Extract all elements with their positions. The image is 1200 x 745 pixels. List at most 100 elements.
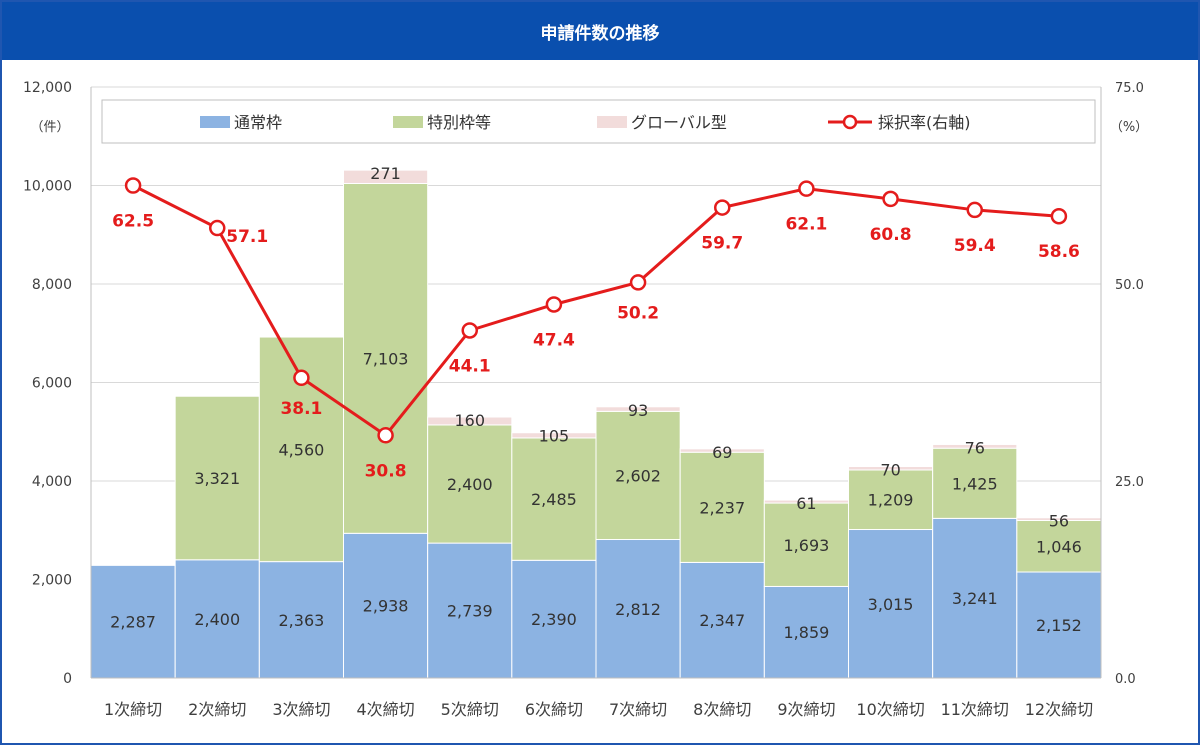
- bar-segment: [511, 437, 597, 561]
- rate-point: [377, 427, 394, 444]
- x-tick-label: 9次締切: [777, 700, 835, 719]
- bar-segment: [90, 564, 176, 679]
- rate-point: [714, 199, 731, 216]
- bar-data-label: 2,739: [447, 602, 493, 621]
- bar-data-label: 2,400: [447, 475, 493, 494]
- bar-data-label: 1,209: [868, 491, 914, 510]
- x-tick-label: 7次締切: [609, 700, 667, 719]
- bar-segment: [343, 532, 429, 679]
- bar-data-label: 2,363: [279, 611, 325, 630]
- x-tick-label: 6次締切: [525, 700, 583, 719]
- rate-point: [966, 201, 983, 219]
- x-tick-label: 8次締切: [693, 700, 751, 719]
- rate-data-label: 62.1: [785, 215, 827, 235]
- rate-data-label: 59.7: [701, 234, 743, 254]
- bar-segment: [258, 561, 345, 679]
- bar-data-label: 2,812: [615, 600, 661, 619]
- y-right-tick-label: 0.0: [1115, 672, 1136, 687]
- rate-point: [209, 219, 226, 237]
- y-left-tick-label: 4,000: [32, 474, 72, 490]
- bar-data-label: 2,602: [615, 466, 661, 485]
- y-left-tick-label: 10,000: [23, 179, 72, 195]
- bar-data-label: 160: [454, 411, 485, 430]
- bar-segment: [763, 502, 849, 587]
- rate-point: [545, 296, 563, 313]
- bar-segment: [1016, 571, 1102, 679]
- rate-point: [629, 274, 647, 291]
- y-left-unit: （件）: [30, 120, 69, 135]
- y-right-unit: （%）: [1110, 120, 1148, 135]
- x-tick-label: 1次締切: [104, 700, 162, 719]
- rate-point: [293, 369, 310, 387]
- x-tick-label: 2次締切: [188, 700, 246, 719]
- bar-data-label: 70: [880, 461, 900, 480]
- bar-segment: [427, 542, 513, 679]
- bar-data-label: 1,693: [784, 536, 830, 555]
- bar-data-label: 2,485: [531, 490, 577, 509]
- y-left-tick-label: 6,000: [32, 376, 72, 392]
- bar-data-label: 69: [712, 443, 732, 462]
- bar-data-label: 1,425: [952, 474, 998, 493]
- bar-segment: [595, 406, 681, 412]
- bar-segment: [595, 539, 681, 679]
- rate-data-label: 38.1: [280, 399, 322, 419]
- x-tick-label: 5次締切: [441, 700, 499, 719]
- bar-data-label: 1,046: [1036, 537, 1082, 556]
- rate-data-label: 50.2: [617, 303, 659, 323]
- bar-data-label: 7,103: [363, 349, 409, 368]
- rate-data-label: 44.1: [449, 356, 491, 376]
- y-left-tick-label: 8,000: [32, 277, 72, 293]
- bar-data-label: 61: [796, 494, 816, 513]
- bar-data-label: 271: [370, 164, 401, 183]
- bar-data-label: 105: [539, 427, 570, 446]
- bar-segment: [427, 416, 513, 426]
- bar-segment: [343, 169, 429, 184]
- bar-segment: [932, 517, 1018, 679]
- rate-data-label: 30.8: [365, 461, 407, 481]
- bar-segment: [679, 448, 765, 453]
- bar-data-label: 3,015: [868, 595, 914, 614]
- y-left-tick-label: 12,000: [23, 80, 72, 96]
- rate-point: [461, 322, 478, 339]
- chart-title: 申請件数の推移: [2, 2, 1198, 60]
- legend-swatch: [597, 116, 627, 128]
- bar-data-label: 2,390: [531, 610, 577, 629]
- bar-data-label: 2,287: [110, 613, 156, 632]
- legend-label: 通常枠: [234, 113, 282, 132]
- legend-label: 特別枠等: [427, 113, 491, 132]
- legend-swatch: [200, 116, 230, 128]
- x-tick-label: 12次締切: [1025, 700, 1093, 719]
- bar-data-label: 2,152: [1036, 616, 1082, 635]
- x-tick-label: 3次締切: [272, 700, 330, 719]
- y-right-tick-label: 25.0: [1115, 475, 1144, 490]
- legend-label: 採択率(右軸): [878, 113, 971, 132]
- rate-point: [798, 180, 815, 197]
- y-left-tick-label: 2,000: [32, 573, 72, 589]
- bar-data-label: 3,321: [194, 469, 240, 488]
- bar-data-label: 2,400: [194, 610, 240, 629]
- legend-label: グローバル型: [631, 113, 727, 132]
- bar-data-label: 76: [965, 438, 985, 457]
- bar-segment: [427, 424, 513, 544]
- rate-data-label: 60.8: [870, 225, 912, 245]
- x-tick-label: 4次締切: [356, 700, 414, 719]
- bar-data-label: 2,347: [699, 611, 745, 630]
- rate-data-label: 47.4: [533, 330, 575, 350]
- bar-segment: [679, 561, 765, 679]
- x-tick-label: 11次締切: [941, 700, 1009, 719]
- rate-point: [1050, 207, 1068, 225]
- rate-data-label: 62.5: [112, 212, 154, 232]
- bar-data-label: 93: [628, 401, 648, 420]
- rate-data-label: 58.6: [1038, 242, 1080, 262]
- y-right-tick-label: 50.0: [1115, 278, 1144, 293]
- bar-segment: [1016, 519, 1102, 573]
- legend-marker: [842, 114, 858, 130]
- bar-data-label: 2,237: [699, 498, 745, 517]
- rate-point: [124, 177, 142, 194]
- bar-segment: [595, 410, 681, 541]
- bar-segment: [174, 395, 260, 561]
- x-tick-label: 10次締切: [856, 700, 924, 719]
- rate-point: [882, 190, 899, 208]
- legend-swatch: [393, 116, 423, 128]
